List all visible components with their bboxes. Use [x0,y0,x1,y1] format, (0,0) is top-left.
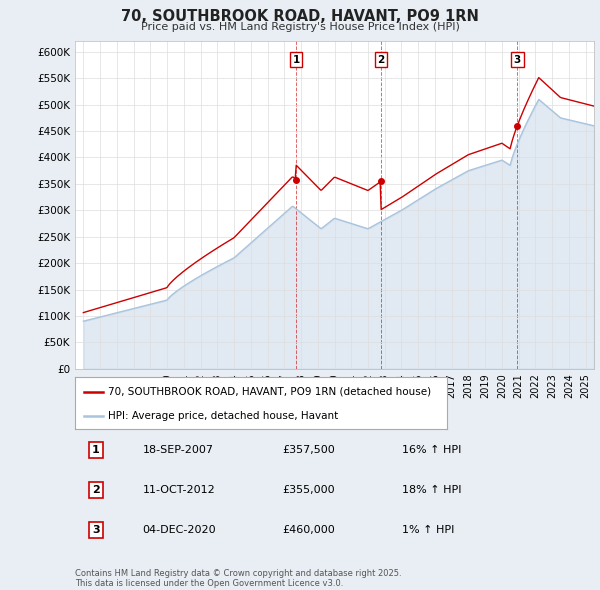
Text: Price paid vs. HM Land Registry's House Price Index (HPI): Price paid vs. HM Land Registry's House … [140,22,460,32]
Text: 3: 3 [92,525,100,535]
Text: 04-DEC-2020: 04-DEC-2020 [142,525,216,535]
Text: 11-OCT-2012: 11-OCT-2012 [142,485,215,495]
Text: £355,000: £355,000 [283,485,335,495]
Text: Contains HM Land Registry data © Crown copyright and database right 2025.
This d: Contains HM Land Registry data © Crown c… [75,569,401,588]
Text: 70, SOUTHBROOK ROAD, HAVANT, PO9 1RN (detached house): 70, SOUTHBROOK ROAD, HAVANT, PO9 1RN (de… [109,386,431,396]
Text: £460,000: £460,000 [283,525,335,535]
Text: 2: 2 [92,485,100,495]
Text: £357,500: £357,500 [283,445,335,455]
Text: HPI: Average price, detached house, Havant: HPI: Average price, detached house, Hava… [109,411,339,421]
Text: 2: 2 [377,55,385,65]
Text: 70, SOUTHBROOK ROAD, HAVANT, PO9 1RN: 70, SOUTHBROOK ROAD, HAVANT, PO9 1RN [121,9,479,24]
Text: 18% ↑ HPI: 18% ↑ HPI [402,485,461,495]
Text: 16% ↑ HPI: 16% ↑ HPI [402,445,461,455]
Text: 18-SEP-2007: 18-SEP-2007 [142,445,214,455]
Text: 3: 3 [514,55,521,65]
Text: 1: 1 [293,55,300,65]
Text: 1% ↑ HPI: 1% ↑ HPI [402,525,454,535]
Text: 1: 1 [92,445,100,455]
